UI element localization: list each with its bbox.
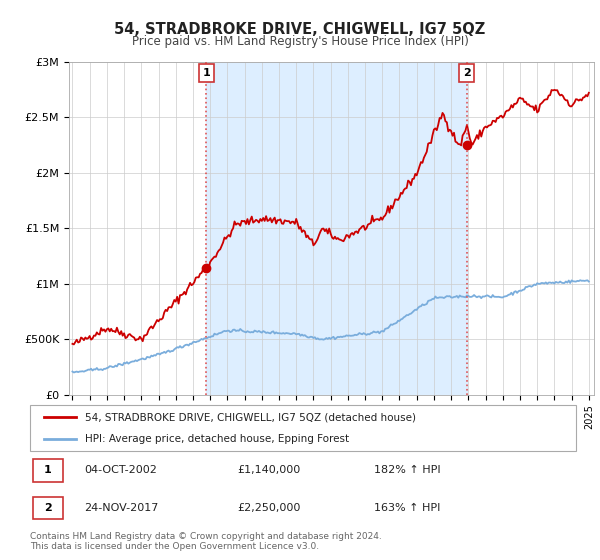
- Text: HPI: Average price, detached house, Epping Forest: HPI: Average price, detached house, Eppi…: [85, 435, 349, 444]
- Text: 54, STRADBROKE DRIVE, CHIGWELL, IG7 5QZ: 54, STRADBROKE DRIVE, CHIGWELL, IG7 5QZ: [115, 22, 485, 38]
- Text: 1: 1: [202, 68, 210, 78]
- Text: 24-NOV-2017: 24-NOV-2017: [85, 503, 159, 513]
- Text: 1: 1: [44, 465, 52, 475]
- Bar: [206, 62, 467, 395]
- FancyBboxPatch shape: [33, 497, 63, 519]
- Text: 2: 2: [44, 503, 52, 513]
- Text: 182% ↑ HPI: 182% ↑ HPI: [374, 465, 440, 475]
- Text: 2: 2: [463, 68, 470, 78]
- Text: £2,250,000: £2,250,000: [238, 503, 301, 513]
- Text: 04-OCT-2002: 04-OCT-2002: [85, 465, 157, 475]
- FancyBboxPatch shape: [30, 405, 576, 451]
- Text: Price paid vs. HM Land Registry's House Price Index (HPI): Price paid vs. HM Land Registry's House …: [131, 35, 469, 48]
- Text: 54, STRADBROKE DRIVE, CHIGWELL, IG7 5QZ (detached house): 54, STRADBROKE DRIVE, CHIGWELL, IG7 5QZ …: [85, 412, 416, 422]
- Text: 163% ↑ HPI: 163% ↑ HPI: [374, 503, 440, 513]
- FancyBboxPatch shape: [33, 459, 63, 482]
- Text: £1,140,000: £1,140,000: [238, 465, 301, 475]
- Text: Contains HM Land Registry data © Crown copyright and database right 2024.
This d: Contains HM Land Registry data © Crown c…: [30, 532, 382, 552]
